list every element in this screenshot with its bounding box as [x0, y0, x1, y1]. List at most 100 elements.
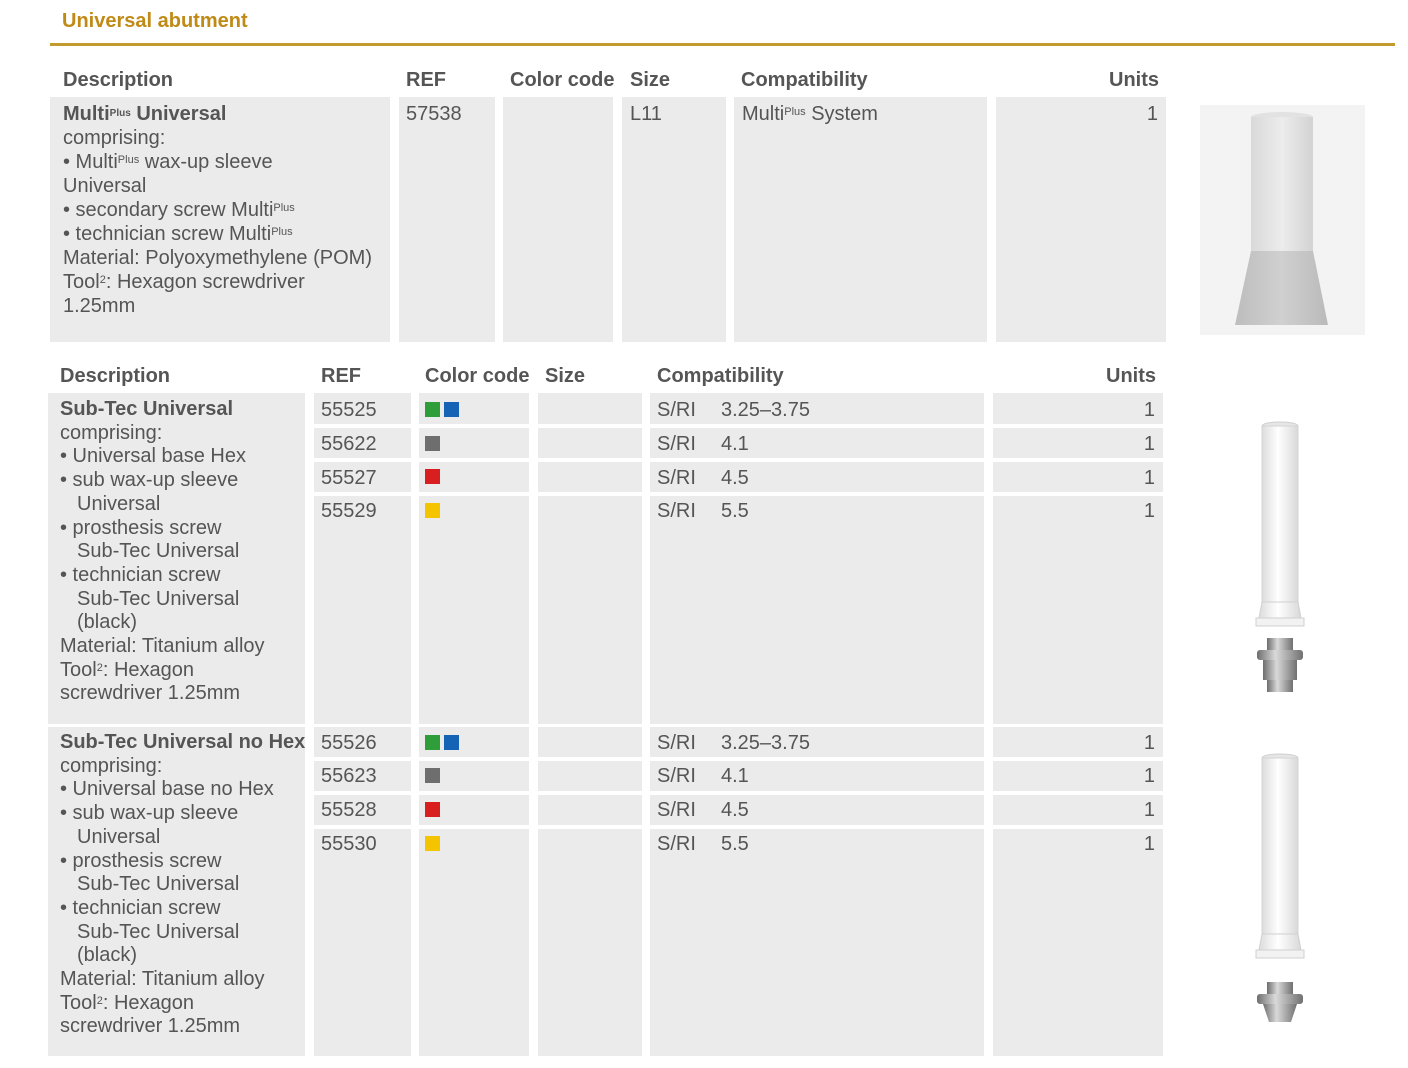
desc-line: comprising:: [60, 754, 163, 777]
description-cell: [50, 97, 390, 342]
tool-text-cont: screwdriver 1.25mm: [60, 1015, 241, 1038]
compat-cell: [650, 795, 984, 825]
compat-cell: [650, 428, 984, 458]
size-cell: [538, 462, 642, 492]
desc-line: Sub-Tec Universal: [77, 540, 240, 563]
tool-text: Tool2: Hexagon: [60, 658, 194, 681]
grey-color-swatch: [425, 436, 440, 451]
title-divider: [50, 43, 1395, 46]
desc-line: Sub-Tec Universal: [77, 920, 240, 943]
ref-cell: [314, 496, 411, 724]
compatibility-value: S/RI 5.5: [657, 500, 749, 522]
size-cell: [538, 761, 642, 791]
size-cell: [622, 97, 726, 342]
color-code-cell: [503, 97, 613, 342]
compatibility-value: S/RI 4.1: [657, 765, 749, 787]
units-value: 1: [1143, 433, 1155, 455]
ref-value: 55623: [321, 765, 377, 787]
ref-cell: [314, 795, 411, 825]
compat-cell: [650, 496, 984, 724]
compat-cell: [650, 829, 984, 1056]
size-cell: [538, 795, 642, 825]
blue-color-swatch: [444, 735, 459, 750]
compatibility-value: S/RI 4.5: [657, 799, 749, 821]
tool-text-cont: 1.25mm: [63, 295, 136, 317]
product-name: MultiPlus Universal: [63, 103, 227, 125]
subtec-universal-no-hex-image: [1255, 753, 1305, 1022]
units-value: 1: [1143, 467, 1155, 489]
ref-value: 55528: [321, 799, 377, 821]
desc-line: Material: Titanium alloy: [60, 635, 265, 658]
compatibility-value: S/RI 5.5: [657, 833, 749, 855]
grey-color-swatch: [425, 768, 440, 783]
header-size: Size: [545, 365, 586, 387]
units-cell: [993, 795, 1163, 825]
units-cell: [993, 727, 1163, 757]
units-cell: [996, 97, 1166, 342]
header-description: Description: [60, 365, 171, 387]
red-color-swatch: [425, 469, 440, 484]
red-color-swatch: [425, 802, 440, 817]
desc-line: • technician screw: [60, 563, 221, 586]
ref-cell: [314, 428, 411, 458]
units-value: 1: [1146, 103, 1158, 125]
tool-text-cont: screwdriver 1.25mm: [60, 682, 241, 705]
desc-line: • Universal base no Hex: [60, 778, 274, 801]
comprising-label: comprising:: [63, 127, 166, 149]
header-color-code: Color code: [510, 69, 615, 91]
color-cell: [419, 829, 529, 1056]
compatibility-value: S/RI 4.5: [657, 467, 749, 489]
desc-line: (black): [77, 611, 138, 634]
product-description: MultiPlus Universal comprising: • MultiP…: [63, 102, 372, 318]
desc-line: • technician screw: [60, 896, 221, 919]
units-cell: [993, 829, 1163, 1056]
size-cell: [538, 829, 642, 1056]
yellow-color-swatch: [425, 503, 440, 518]
units-value: 1: [1143, 765, 1155, 787]
tool-text: Tool2: Hexagon screwdriver: [63, 271, 305, 293]
desc-line: Material: Titanium alloy: [60, 968, 265, 991]
units-cell: [993, 761, 1163, 791]
material-text: Material: Polyoxymethylene (POM): [63, 247, 372, 269]
size-cell: [538, 496, 642, 724]
header-units: Units: [1106, 365, 1156, 387]
units-value: 1: [1143, 833, 1155, 855]
desc-line: Sub-Tec Universal: [77, 587, 240, 610]
ref-value: 55526: [321, 732, 377, 754]
units-value: 1: [1143, 799, 1155, 821]
subtec-universal-image: [1255, 421, 1305, 692]
compat-cell: [650, 462, 984, 492]
desc-line: • sub wax-up sleeve: [60, 469, 239, 492]
ref-value: 55527: [321, 467, 377, 489]
compatibility-value: MultiPlus System: [742, 103, 878, 125]
component-item: • MultiPlus wax-up sleeve: [63, 151, 273, 173]
size-cell: [538, 393, 642, 424]
blue-color-swatch: [444, 402, 459, 417]
ref-cell: [314, 462, 411, 492]
component-item: • secondary screw MultiPlus: [63, 199, 295, 221]
header-compatibility: Compatibility: [741, 69, 868, 91]
desc-line: • prosthesis screw: [60, 849, 222, 872]
desc-line: Universal: [77, 825, 161, 848]
compatibility-value: S/RI 3.25–3.75: [657, 399, 810, 421]
compatibility-cell: [734, 97, 987, 342]
ref-value: 55622: [321, 433, 377, 455]
group-description: Sub-Tec Universal comprising: • Universa…: [60, 398, 265, 706]
size-value: L11: [630, 103, 662, 125]
desc-line: • sub wax-up sleeve: [60, 802, 239, 825]
green-color-swatch: [425, 735, 440, 750]
header-units: Units: [1109, 69, 1159, 91]
group-description-cell: [48, 727, 305, 1056]
header-ref: REF: [406, 69, 446, 91]
units-value: 1: [1143, 500, 1155, 522]
ref-cell: [399, 97, 495, 342]
page-title: Universal abutment: [62, 10, 248, 32]
desc-line: • prosthesis screw: [60, 516, 222, 539]
size-cell: [538, 428, 642, 458]
group-description-cell: [48, 393, 305, 724]
compatibility-value: S/RI 3.25–3.75: [657, 732, 810, 754]
units-value: 1: [1143, 732, 1155, 754]
compat-cell: [650, 393, 984, 424]
ref-cell: [314, 393, 411, 424]
desc-line: (black): [77, 944, 138, 967]
